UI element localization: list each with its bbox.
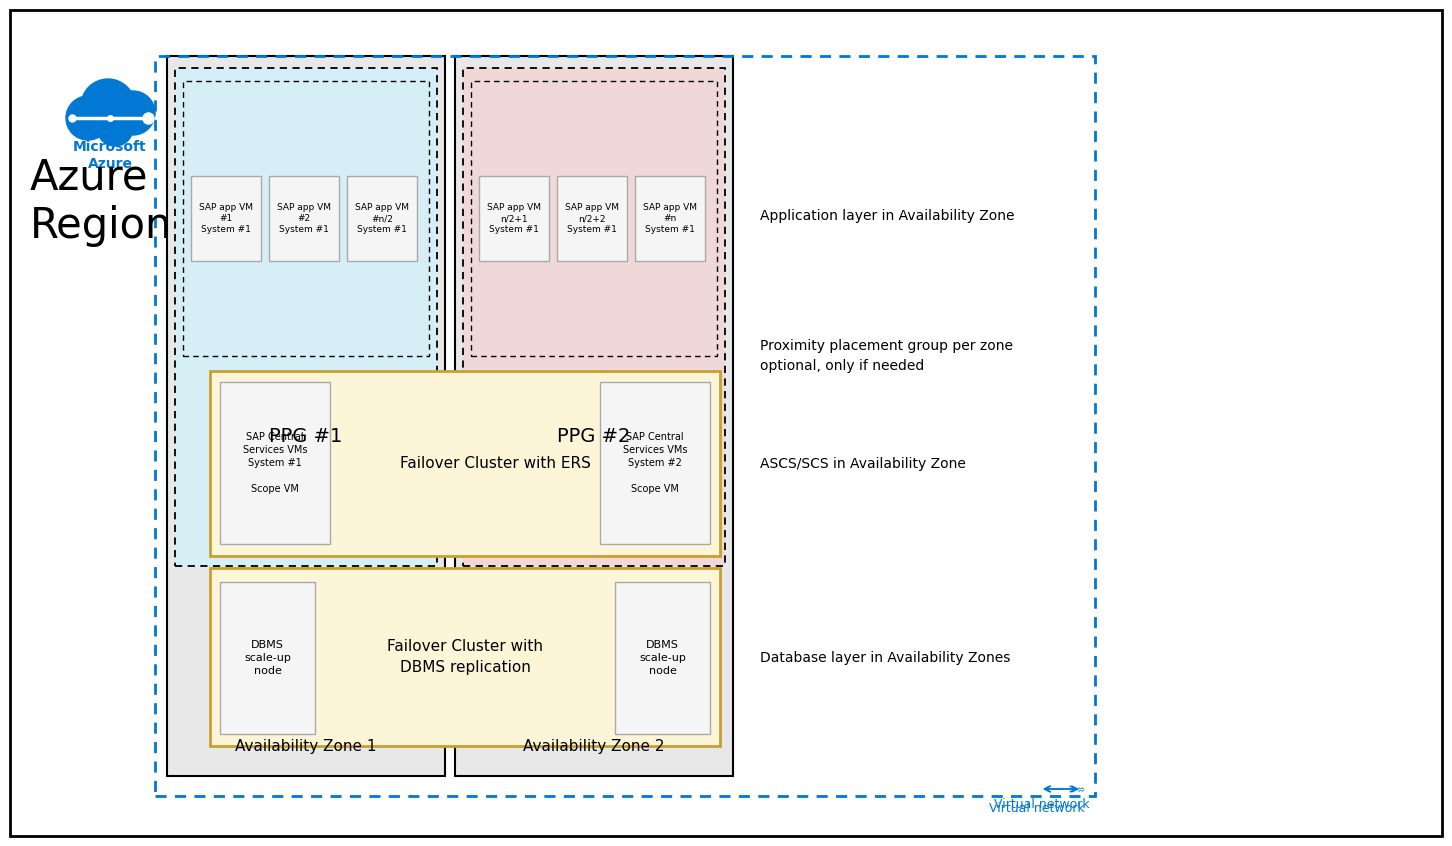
Text: Availability Zone 2: Availability Zone 2 bbox=[523, 739, 665, 754]
Text: SAP app VM
#1
System #1: SAP app VM #1 System #1 bbox=[199, 203, 253, 234]
Text: Proximity placement group per zone
optional, only if needed: Proximity placement group per zone optio… bbox=[759, 339, 1013, 373]
Circle shape bbox=[65, 96, 110, 140]
Bar bbox=[211, 568, 720, 746]
Bar bbox=[192, 176, 261, 261]
Bar bbox=[221, 582, 315, 734]
Circle shape bbox=[97, 110, 134, 146]
Text: Microsoft
Azure: Microsoft Azure bbox=[73, 140, 147, 171]
Text: ⬄: ⬄ bbox=[1077, 786, 1085, 796]
Bar bbox=[176, 68, 437, 566]
Text: ASCS/SCS in Availability Zone: ASCS/SCS in Availability Zone bbox=[759, 457, 966, 471]
Bar bbox=[600, 382, 710, 544]
Circle shape bbox=[110, 91, 155, 135]
Text: SAP app VM
n/2+2
System #1: SAP app VM n/2+2 System #1 bbox=[565, 203, 619, 234]
Text: Virtual network: Virtual network bbox=[995, 798, 1090, 810]
Text: SAP app VM
#n/2
System #1: SAP app VM #n/2 System #1 bbox=[354, 203, 409, 234]
Bar bbox=[470, 81, 717, 356]
Bar bbox=[635, 176, 706, 261]
Bar bbox=[211, 371, 720, 556]
Bar bbox=[176, 68, 437, 566]
Bar bbox=[558, 176, 627, 261]
Text: Failover Cluster with
DBMS replication: Failover Cluster with DBMS replication bbox=[388, 639, 543, 675]
Bar bbox=[167, 56, 444, 776]
Bar bbox=[463, 68, 725, 566]
Text: Failover Cluster with ERS: Failover Cluster with ERS bbox=[399, 456, 591, 471]
Bar bbox=[463, 68, 725, 566]
Text: PPG #2: PPG #2 bbox=[558, 426, 630, 446]
Text: SAP Central
Services VMs
System #2

Scope VM: SAP Central Services VMs System #2 Scope… bbox=[623, 431, 687, 494]
Text: Azure
Region: Azure Region bbox=[30, 156, 173, 246]
Bar bbox=[479, 176, 549, 261]
Text: SAP app VM
n/2+1
System #1: SAP app VM n/2+1 System #1 bbox=[486, 203, 542, 234]
Text: DBMS
scale-up
node: DBMS scale-up node bbox=[244, 640, 290, 676]
Text: Application layer in Availability Zone: Application layer in Availability Zone bbox=[759, 209, 1015, 223]
Text: SAP app VM
#2
System #1: SAP app VM #2 System #1 bbox=[277, 203, 331, 234]
Bar bbox=[155, 56, 1095, 796]
Bar bbox=[347, 176, 417, 261]
Bar bbox=[221, 382, 330, 544]
Bar bbox=[269, 176, 338, 261]
Bar bbox=[616, 582, 710, 734]
Text: DBMS
scale-up
node: DBMS scale-up node bbox=[639, 640, 685, 676]
Text: SAP app VM
#n
System #1: SAP app VM #n System #1 bbox=[643, 203, 697, 234]
Text: Virtual network: Virtual network bbox=[989, 801, 1085, 815]
Text: Availability Zone 1: Availability Zone 1 bbox=[235, 739, 376, 754]
Bar bbox=[454, 56, 733, 776]
Text: Database layer in Availability Zones: Database layer in Availability Zones bbox=[759, 651, 1011, 665]
Bar bbox=[183, 81, 428, 356]
Circle shape bbox=[81, 79, 135, 133]
Text: SAP Central
Services VMs
System #1

Scope VM: SAP Central Services VMs System #1 Scope… bbox=[242, 431, 308, 494]
Text: PPG #1: PPG #1 bbox=[269, 426, 343, 446]
